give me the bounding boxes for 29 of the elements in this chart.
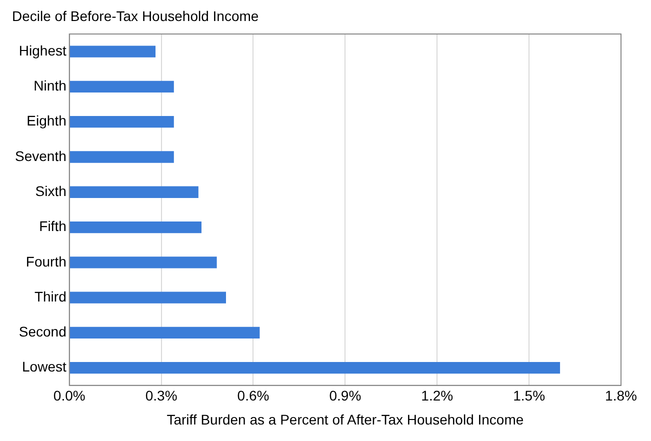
- x-tick-label: 0.9%: [329, 388, 362, 404]
- x-tick-label: 1.2%: [421, 388, 454, 404]
- bar: [70, 221, 202, 234]
- bar: [70, 362, 560, 374]
- bar: [70, 116, 174, 128]
- bar: [70, 151, 174, 163]
- y-tick-label: Fifth: [39, 218, 66, 234]
- y-tick-label: Second: [18, 324, 66, 340]
- bar: [70, 80, 174, 93]
- x-tick-label: 1.8%: [605, 388, 637, 404]
- bar: [70, 326, 260, 339]
- bar: [70, 256, 217, 268]
- y-tick-label: Fourth: [26, 253, 66, 270]
- y-axis-title: Decile of Before-Tax Household Income: [12, 8, 259, 24]
- y-tick-label: Highest: [18, 42, 66, 58]
- bar: [70, 186, 198, 198]
- y-tick-label: Sixth: [35, 182, 66, 199]
- x-tick-label: 0.6%: [237, 388, 270, 404]
- y-tick-label: Third: [34, 288, 66, 304]
- x-tick-label: 0.0%: [53, 388, 86, 404]
- x-tick-label: 1.5%: [513, 388, 546, 404]
- x-tick-label: 0.3%: [145, 388, 178, 404]
- y-tick-label: Eighth: [26, 112, 66, 129]
- y-tick-label: Lowest: [22, 358, 66, 375]
- y-tick-label: Ninth: [34, 78, 66, 94]
- y-tick-label: Seventh: [14, 148, 66, 164]
- bar: [70, 292, 226, 304]
- bar: [70, 46, 156, 58]
- x-axis-title: Tariff Burden as a Percent of After-Tax Household Income: [166, 411, 524, 428]
